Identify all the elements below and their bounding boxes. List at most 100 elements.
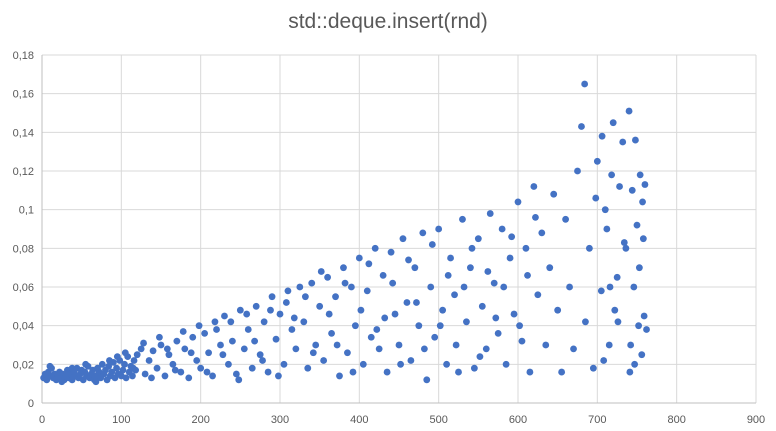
data-point: [597, 287, 605, 295]
data-point: [105, 362, 113, 370]
data-point: [235, 376, 243, 384]
data-point: [328, 330, 335, 337]
data-point: [284, 287, 292, 295]
data-point: [205, 349, 213, 357]
data-point: [252, 302, 260, 310]
data-point: [46, 362, 54, 370]
data-point: [413, 299, 420, 306]
data-point: [197, 364, 205, 372]
data-point: [397, 360, 404, 368]
data-point: [145, 357, 153, 364]
data-point: [625, 107, 633, 115]
data-point: [436, 322, 444, 330]
data-point: [532, 214, 539, 221]
data-point: [468, 244, 476, 252]
x-tick-label: 0: [39, 414, 45, 426]
data-point: [367, 333, 375, 341]
data-point: [470, 364, 478, 372]
data-point: [619, 138, 627, 146]
data-point: [288, 326, 296, 333]
data-point: [292, 345, 300, 353]
data-point: [296, 283, 304, 291]
data-point: [267, 306, 274, 314]
data-point: [500, 283, 508, 291]
y-tick-label: 0,1: [19, 205, 34, 217]
data-point: [229, 337, 236, 345]
data-point: [203, 368, 211, 376]
data-point: [641, 181, 649, 188]
data-point: [141, 370, 149, 378]
data-point: [275, 372, 282, 380]
data-point: [304, 364, 312, 372]
data-point: [613, 273, 621, 281]
data-point: [173, 337, 181, 345]
data-point: [276, 310, 284, 318]
data-point: [344, 349, 351, 357]
data-point: [490, 279, 498, 287]
data-point: [161, 372, 169, 380]
x-tick-label: 800: [667, 414, 685, 426]
data-point: [189, 333, 197, 341]
data-point: [244, 326, 252, 333]
data-point: [58, 378, 66, 386]
data-point: [336, 372, 343, 380]
data-point: [558, 368, 566, 376]
data-point: [121, 360, 128, 368]
data-point: [137, 345, 145, 353]
y-tick-label: 0,18: [13, 50, 34, 62]
data-point: [609, 119, 617, 127]
y-tick-label: 0,14: [13, 127, 34, 139]
data-point: [643, 326, 650, 333]
data-point: [349, 368, 357, 376]
data-point: [332, 293, 339, 301]
data-point: [122, 374, 130, 382]
data-point: [415, 322, 423, 330]
data-point: [622, 244, 630, 252]
x-tick-label: 300: [271, 414, 289, 426]
data-point: [546, 264, 554, 272]
data-point: [444, 272, 452, 279]
data-point: [157, 341, 165, 349]
data-point: [455, 368, 462, 376]
data-point: [348, 283, 355, 291]
data-point: [508, 233, 516, 241]
data-point: [209, 372, 216, 380]
data-point: [256, 351, 264, 359]
data-point: [268, 293, 276, 301]
data-point: [399, 235, 407, 243]
data-point: [482, 345, 490, 353]
data-point: [589, 364, 597, 372]
data-point: [427, 283, 435, 291]
data-point: [452, 341, 460, 349]
x-tick-label: 600: [509, 414, 527, 426]
data-point: [476, 353, 484, 360]
data-point: [592, 194, 600, 202]
data-point: [290, 314, 298, 322]
data-point: [133, 351, 141, 359]
data-point: [574, 167, 581, 175]
data-point: [498, 225, 506, 233]
data-point: [340, 264, 347, 272]
data-point: [185, 374, 193, 382]
data-point: [447, 254, 454, 262]
data-point: [156, 333, 163, 341]
data-point: [506, 254, 514, 262]
data-point: [219, 351, 227, 359]
data-point: [431, 333, 439, 341]
data-point: [355, 254, 363, 262]
data-point: [423, 376, 431, 384]
data-point: [371, 244, 379, 252]
data-point: [460, 283, 468, 291]
data-point: [325, 310, 333, 318]
data-point: [383, 368, 391, 376]
gridlines: [42, 54, 757, 403]
axes: [41, 55, 756, 404]
data-point: [486, 210, 494, 217]
data-point: [171, 366, 179, 374]
y-tick-label: 0,06: [13, 282, 34, 294]
data-point: [524, 272, 531, 279]
data-point: [92, 378, 100, 386]
data-point: [387, 248, 395, 256]
data-point: [510, 310, 518, 318]
data-point: [113, 364, 120, 372]
